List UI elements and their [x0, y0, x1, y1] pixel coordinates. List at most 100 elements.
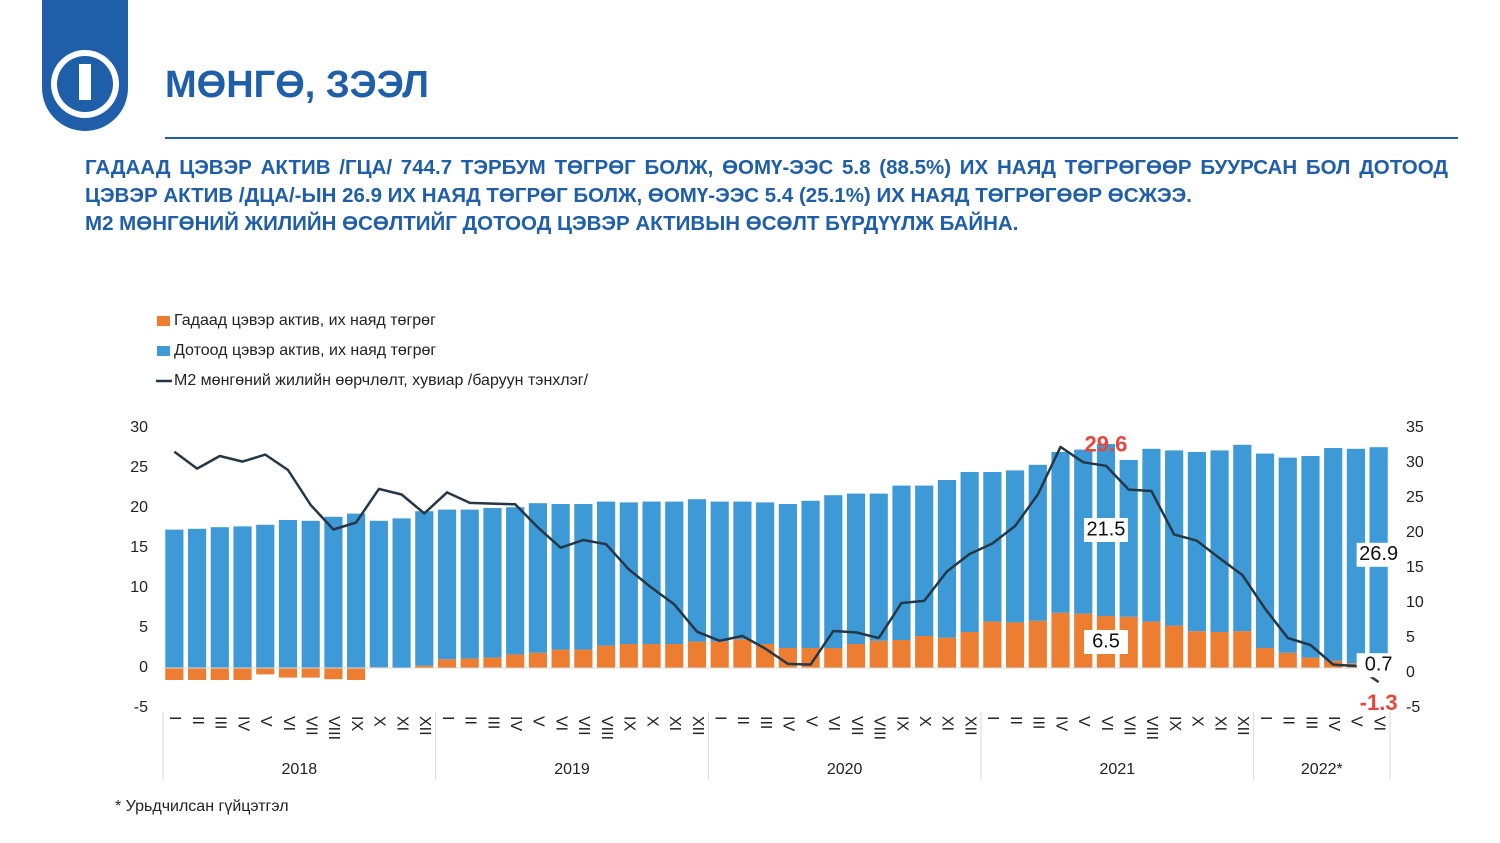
bar-segment — [528, 503, 548, 653]
x-tick-label: VI — [552, 716, 569, 731]
bar-segment — [460, 658, 479, 668]
x-tick-label: III — [757, 716, 774, 729]
bar-segment — [324, 668, 343, 680]
bar-segment — [801, 648, 820, 668]
bar-segment — [733, 501, 752, 640]
y2-tick-label: 15 — [1406, 559, 1424, 576]
bar-segment — [1142, 448, 1161, 622]
x-tick-label: IX — [1166, 716, 1183, 731]
bar-segment — [824, 495, 843, 648]
legend-label: М2 мөнгөний жилийн өөрчлөлт, хувиар /бар… — [174, 372, 589, 389]
data-label: 21.5 — [1087, 518, 1126, 540]
bar-segment — [324, 516, 343, 668]
x-tick-label: XI — [666, 716, 683, 731]
x-tick-label: XI — [393, 716, 410, 731]
x-tick-label: VI — [280, 716, 297, 731]
bar-segment — [165, 529, 184, 668]
bar-segment — [1278, 457, 1297, 653]
summary-text: M2 МӨНГӨНИЙ ЖИЛИЙН ӨСӨЛТИЙГ ДОТООД ЦЭВЭР… — [85, 212, 1019, 235]
bar-segment — [619, 644, 638, 668]
bar-segment — [437, 659, 457, 668]
bar-segment — [187, 528, 207, 668]
bar-segment — [1028, 620, 1047, 668]
bar-segment — [642, 644, 661, 668]
page-title: МӨНГӨ, ЗЭЭЛ — [165, 64, 429, 106]
x-tick-label: VII — [848, 716, 865, 736]
y-tick-label: 30 — [130, 419, 148, 436]
y2-tick-label: 25 — [1406, 489, 1424, 506]
x-tick-label: II — [189, 716, 206, 725]
x-tick-label: II — [462, 716, 479, 725]
x-tick-label: V — [530, 716, 547, 727]
x-tick-label: IV — [1325, 716, 1342, 731]
data-label: 26.9 — [1359, 543, 1398, 565]
bar-segment — [233, 668, 252, 680]
bar-segment — [1187, 631, 1206, 668]
bar-segment — [596, 645, 616, 668]
label-box — [1083, 630, 1128, 654]
bar-segment — [483, 508, 502, 658]
bar-segment — [892, 640, 911, 668]
y-tick-label: 0 — [139, 659, 148, 676]
bar-segment — [574, 504, 593, 650]
legend-swatch — [157, 346, 170, 356]
x-tick-label: VII — [575, 716, 592, 736]
bar-segment — [1233, 444, 1252, 632]
bar-segment — [278, 520, 298, 668]
bar-segment — [1324, 448, 1343, 661]
bar-segment — [915, 485, 934, 636]
y-tick-label: 5 — [139, 619, 148, 636]
data-label: 0.7 — [1365, 653, 1393, 675]
y-tick-label: 15 — [130, 539, 148, 556]
bar-segment — [756, 502, 775, 644]
x-tick-label: III — [484, 716, 501, 729]
x-tick-label: VI — [1370, 716, 1387, 731]
y2-tick-label: 20 — [1406, 524, 1424, 541]
x-tick-label: I — [166, 716, 183, 720]
x-tick-label: III — [212, 716, 229, 729]
x-tick-label: VIII — [1143, 716, 1160, 740]
x-tick-label: I — [711, 716, 728, 720]
bar-segment — [528, 652, 548, 668]
x-tick-label: V — [1348, 716, 1365, 727]
x-tick-label: III — [1030, 716, 1047, 729]
x-tick-label: IX — [893, 716, 910, 731]
bar-segment — [165, 668, 184, 680]
bar-segment — [437, 509, 457, 660]
bar-segment — [869, 493, 888, 641]
bar-segment — [687, 499, 707, 642]
group-label: 2018 — [282, 761, 318, 778]
legend-label: Дотоод цэвэр актив, их наяд төгрөг — [174, 342, 436, 359]
bar-segment — [278, 668, 298, 678]
bar-segment — [665, 644, 684, 668]
bar-segment — [937, 480, 957, 638]
bar-segment — [415, 665, 434, 668]
bar-segment — [710, 501, 729, 642]
bar-segment — [301, 520, 320, 668]
bar-segment — [506, 654, 525, 668]
x-tick-label: VII — [1120, 716, 1137, 736]
bar-segment — [233, 526, 252, 668]
bar-segment — [756, 644, 775, 668]
bar-segment — [869, 640, 888, 668]
bar-segment — [1074, 613, 1093, 668]
bar-segment — [347, 513, 366, 668]
bar-segment — [642, 501, 661, 644]
data-label: -1.3 — [1360, 690, 1398, 715]
x-tick-label: IX — [348, 716, 365, 731]
bar-segment — [1005, 622, 1025, 668]
x-tick-label: X — [1189, 716, 1206, 727]
bar-segment — [301, 668, 320, 678]
y-tick-label: 10 — [130, 579, 148, 596]
x-tick-label: V — [257, 716, 274, 727]
x-tick-label: II — [1280, 716, 1297, 725]
y-tick-label: 20 — [130, 499, 148, 516]
x-tick-label: VII — [302, 716, 319, 736]
y2-tick-label: 10 — [1406, 594, 1424, 611]
group-label: 2020 — [827, 761, 863, 778]
x-tick-label: XI — [939, 716, 956, 731]
bar-segment — [506, 507, 525, 655]
bar-segment — [846, 644, 866, 668]
bar-segment — [983, 472, 1002, 622]
